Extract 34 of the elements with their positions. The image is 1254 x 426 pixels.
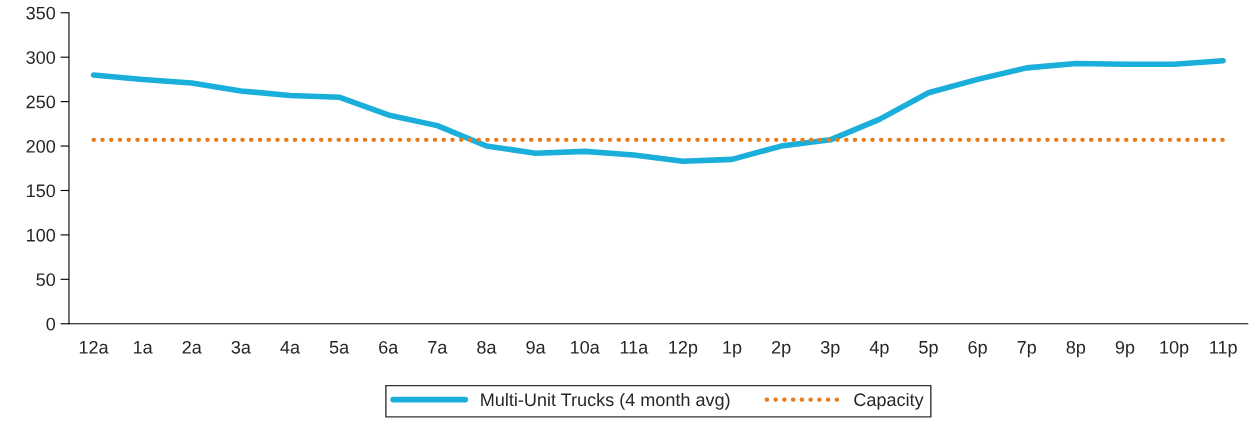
x-tick-label: 8p xyxy=(1066,340,1086,358)
x-tick-label: 6a xyxy=(379,340,399,354)
y-tick-label: 50 xyxy=(36,273,56,287)
x-tick-label: 4a xyxy=(280,341,301,354)
x-tick-label: 11a xyxy=(620,341,649,354)
x-tick-label: 3a xyxy=(231,340,251,354)
x-tick-label: 7p xyxy=(1017,341,1036,358)
x-tick-label: 9p xyxy=(1115,340,1135,358)
x-tick-label: 8a xyxy=(477,340,497,354)
x-tick-label: 10a xyxy=(570,340,600,354)
y-tick-label: 100 xyxy=(27,228,56,242)
x-tick-label: 7a xyxy=(428,341,448,354)
x-tick-label: 12a xyxy=(79,340,109,354)
x-tick-label: 12p xyxy=(669,340,698,358)
x-tick-label: 6p xyxy=(968,340,987,358)
y-tick-label: 350 xyxy=(26,6,56,20)
legend-label: Capacity xyxy=(854,392,924,410)
x-tick-label: 2p xyxy=(772,340,791,358)
x-tick-label: 5p xyxy=(919,341,938,358)
x-tick-label: 10p xyxy=(1160,340,1189,358)
y-tick-label: 200 xyxy=(26,139,56,153)
y-tick-label: 250 xyxy=(26,95,56,109)
legend-label: Multi-Unit Trucks (4 month avg) xyxy=(481,392,730,410)
y-tick-label: 150 xyxy=(27,184,56,198)
x-tick-label: 11p xyxy=(1210,341,1237,358)
x-tick-label: 5a xyxy=(329,341,350,354)
y-tick-label: 0 xyxy=(46,317,56,331)
x-tick-label: 2a xyxy=(182,340,202,354)
x-tick-label: 1a xyxy=(133,341,153,354)
x-tick-label: 3p xyxy=(820,340,840,358)
x-tick-label: 1p xyxy=(723,341,742,358)
x-tick-label: 9a xyxy=(526,340,546,354)
y-tick-label: 300 xyxy=(26,51,56,64)
x-tick-label: 4p xyxy=(869,341,889,358)
